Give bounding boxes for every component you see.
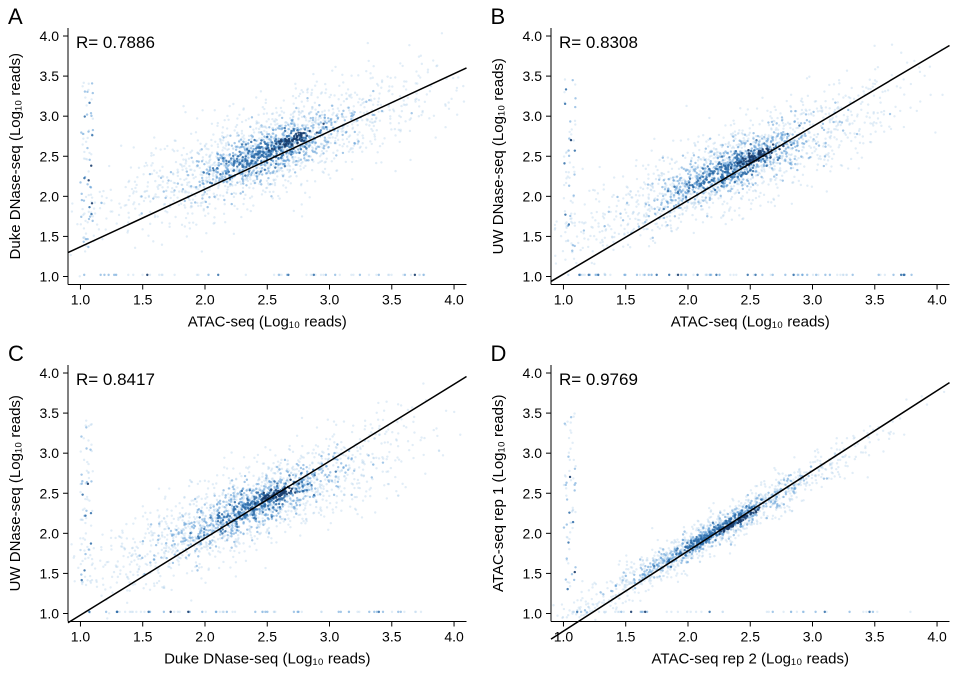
svg-text:Duke DNase-seq (Log₁₀ reads): Duke DNase-seq (Log₁₀ reads)	[7, 53, 24, 259]
svg-text:1.0: 1.0	[40, 268, 60, 284]
svg-text:3.0: 3.0	[40, 108, 60, 124]
svg-text:3.0: 3.0	[320, 292, 340, 308]
scatter-plot-d: 1.01.52.02.53.03.54.01.01.52.02.53.03.54…	[483, 337, 965, 673]
svg-text:4.0: 4.0	[927, 292, 947, 308]
svg-text:4.0: 4.0	[444, 292, 464, 308]
svg-text:R= 0.8308: R= 0.8308	[559, 33, 638, 52]
scatter-plot-c: 1.01.52.02.53.03.54.01.01.52.02.53.03.54…	[0, 337, 483, 673]
svg-text:2.5: 2.5	[258, 292, 278, 308]
scatter-plot-b: 1.0 1.5 2.0 2.5 3.0 3.5 4.0 1.0 1.5 2.0 2.5 3.0 3.5 4…	[483, 0, 965, 337]
svg-text:R= 0.7886: R= 0.7886	[76, 33, 155, 52]
svg-text:2.0: 2.0	[40, 188, 60, 204]
svg-text:2.5: 2.5	[740, 292, 760, 308]
svg-text:2.0: 2.0	[522, 188, 542, 204]
panel-a: A 1.0 1.5 2.0 2.5 3.0 3.5 4.0 1.0 1.5 2.0 2.5 3.0 3.…	[0, 0, 483, 337]
svg-text:3.5: 3.5	[382, 292, 402, 308]
svg-text:1.0: 1.0	[553, 292, 573, 308]
scatter-plot-a: 1.0 1.5 2.0 2.5 3.0 3.5 4.0 1.0 1.5 2.0 2.5 3.0 3.5 4…	[0, 0, 483, 337]
svg-text:1.0: 1.0	[71, 292, 91, 308]
panel-label-d: D	[491, 341, 507, 367]
svg-text:ATAC-seq (Log₁₀ reads): ATAC-seq (Log₁₀ reads)	[188, 314, 347, 331]
svg-text:2.0: 2.0	[195, 292, 215, 308]
panel-label-c: C	[8, 341, 24, 367]
svg-text:4.0: 4.0	[40, 28, 60, 44]
svg-text:3.0: 3.0	[522, 108, 542, 124]
panel-c: C 1.01.52.02.53.03.54.01.01.52.02.53.03.…	[0, 337, 483, 673]
panel-b: B 1.0 1.5 2.0 2.5 3.0 3.5 4.0 1.0 1.5 2.0 2.5 3.0 3.…	[483, 0, 965, 337]
svg-text:2.5: 2.5	[522, 148, 542, 164]
svg-text:1.5: 1.5	[40, 228, 60, 244]
svg-text:1.5: 1.5	[615, 292, 635, 308]
svg-text:2.0: 2.0	[678, 292, 698, 308]
svg-text:4.0: 4.0	[522, 28, 542, 44]
svg-text:3.0: 3.0	[802, 292, 822, 308]
svg-text:1.5: 1.5	[133, 292, 153, 308]
svg-text:1.5: 1.5	[522, 228, 542, 244]
svg-text:1.0: 1.0	[522, 268, 542, 284]
panel-label-a: A	[8, 4, 23, 30]
svg-text:3.5: 3.5	[865, 292, 885, 308]
panel-d: D 1.01.52.02.53.03.54.01.01.52.02.53.03.…	[483, 337, 965, 673]
figure-grid: A 1.0 1.5 2.0 2.5 3.0 3.5 4.0 1.0 1.5 2.0 2.5 3.0 3.…	[0, 0, 965, 673]
svg-text:2.5: 2.5	[40, 148, 60, 164]
panel-label-b: B	[491, 4, 506, 30]
svg-text:UW DNase-seq (Log₁₀ reads): UW DNase-seq (Log₁₀ reads)	[490, 58, 507, 254]
svg-text:3.5: 3.5	[40, 68, 60, 84]
svg-text:3.5: 3.5	[522, 68, 542, 84]
svg-text:ATAC-seq (Log₁₀ reads): ATAC-seq (Log₁₀ reads)	[670, 314, 829, 331]
